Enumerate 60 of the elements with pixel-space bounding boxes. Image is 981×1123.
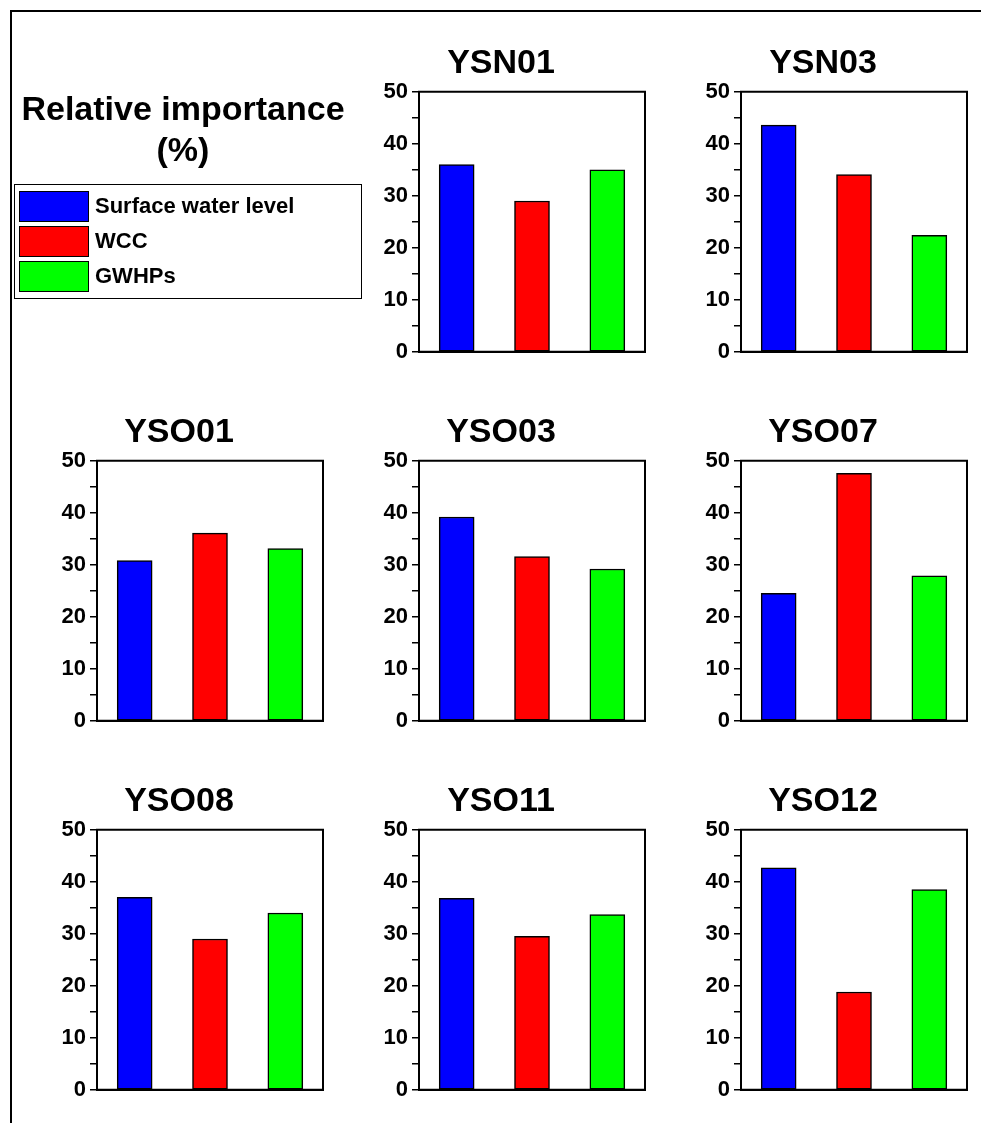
y-tick-label: 20 — [383, 971, 408, 997]
y-tick-label: 0 — [717, 337, 730, 363]
y-tick-label: 10 — [383, 285, 408, 311]
y-tick-label: 50 — [383, 815, 408, 841]
y-tick-label: 50 — [61, 446, 86, 472]
y-tick-label: 50 — [705, 77, 730, 103]
chart-title: YSO01 — [124, 410, 234, 449]
y-tick-label: 30 — [705, 919, 730, 945]
y-tick-label: 20 — [705, 602, 730, 628]
y-tick-label: 30 — [383, 919, 408, 945]
y-tick-label: 50 — [705, 446, 730, 472]
y-tick-label: 40 — [61, 867, 86, 893]
y-tick-label: 30 — [383, 181, 408, 207]
y-tick-label: 40 — [705, 498, 730, 524]
y-tick-label: 0 — [73, 706, 86, 732]
chart-title: YSO12 — [768, 779, 878, 818]
y-tick-label: 0 — [73, 1075, 86, 1101]
y-tick-label: 20 — [61, 602, 86, 628]
y-tick-label: 40 — [383, 867, 408, 893]
chart-title: YSO11 — [447, 779, 555, 818]
y-tick-label: 20 — [383, 233, 408, 259]
chart-title: YSN03 — [769, 41, 877, 80]
y-tick-label: 50 — [383, 77, 408, 103]
y-tick-label: 50 — [383, 446, 408, 472]
chart-title: YSO08 — [124, 779, 234, 818]
y-tick-label: 40 — [383, 129, 408, 155]
y-tick-label: 0 — [717, 706, 730, 732]
chart-title: YSO03 — [446, 410, 556, 449]
y-tick-label: 40 — [705, 867, 730, 893]
text: Relative importance (%) — [20, 88, 346, 170]
y-tick-label: 40 — [61, 498, 86, 524]
y-tick-label: 20 — [705, 233, 730, 259]
legend-label: GWHPs — [95, 263, 176, 290]
y-tick-label: 40 — [705, 129, 730, 155]
chart-title: YSO07 — [768, 410, 878, 449]
chart-title: YSN01 — [447, 41, 555, 80]
y-tick-label: 10 — [61, 654, 86, 680]
y-tick-label: 20 — [61, 971, 86, 997]
legend-label: Surface water level — [95, 193, 295, 220]
y-tick-label: 20 — [383, 602, 408, 628]
y-tick-label: 50 — [705, 815, 730, 841]
y-tick-label: 30 — [705, 181, 730, 207]
y-tick-label: 0 — [395, 1075, 408, 1101]
y-tick-label: 0 — [395, 337, 408, 363]
y-tick-label: 10 — [61, 1023, 86, 1049]
y-tick-label: 0 — [717, 1075, 730, 1101]
y-tick-label: 20 — [705, 971, 730, 997]
y-tick-label: 10 — [383, 1023, 408, 1049]
y-tick-label: 30 — [383, 550, 408, 576]
y-tick-label: 50 — [61, 815, 86, 841]
y-tick-label: 30 — [61, 550, 86, 576]
y-tick-label: 30 — [705, 550, 730, 576]
y-tick-label: 10 — [383, 654, 408, 680]
y-tick-label: 10 — [705, 654, 730, 680]
legend-label: WCC — [95, 228, 148, 255]
y-tick-label: 40 — [383, 498, 408, 524]
y-tick-label: 10 — [705, 1023, 730, 1049]
y-tick-label: 10 — [705, 285, 730, 311]
y-tick-label: 30 — [61, 919, 86, 945]
y-tick-label: 0 — [395, 706, 408, 732]
